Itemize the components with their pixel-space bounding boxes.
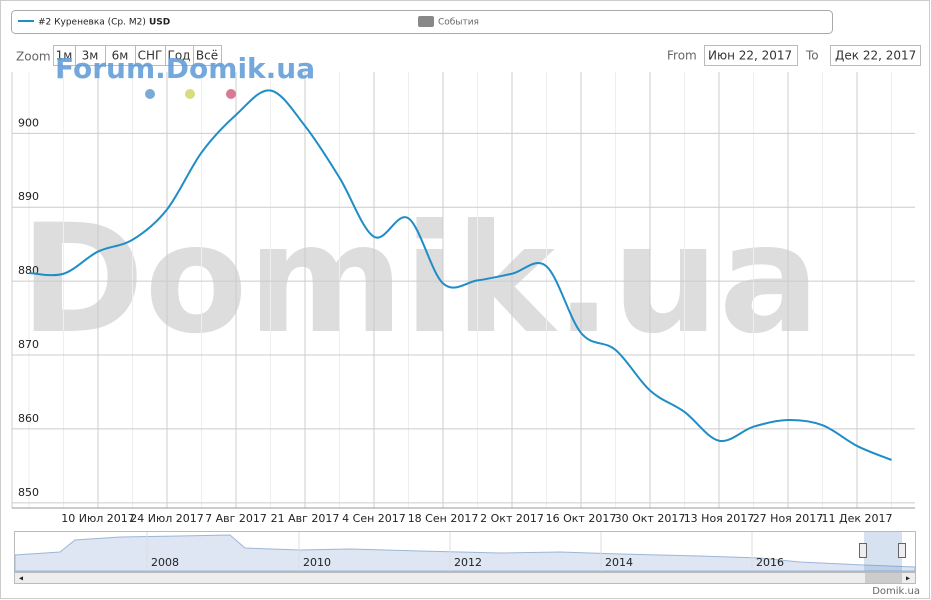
scroll-left[interactable]: ◂ [19,574,23,583]
y-tick-label: 900 [18,116,39,129]
zoom-button-label[interactable]: Всё [196,49,218,63]
scroll-right[interactable]: ▸ [906,574,910,583]
x-tick-label: 30 Окт 2017 [615,512,686,525]
navigator-years: 2008 2010 2012 2014 2016 [146,532,784,571]
to-label: To [805,49,819,63]
navigator-year: 2008 [151,556,179,569]
forum-watermark: Forum.Domik.ua [55,52,315,85]
x-tick-label: 18 Сен 2017 [408,512,479,525]
zoom-label: Zoom [16,50,51,64]
navigator-series [14,534,916,572]
to-input[interactable] [830,45,921,66]
zoom-button[interactable] [193,45,222,66]
x-tick-label: 10 Июл 2017 [61,512,135,525]
navigator-handle[interactable] [898,543,906,558]
to-value[interactable]: Дек 22, 2017 [835,49,916,63]
x-tick-label: 13 Ноя 2017 [684,512,755,525]
zoom-button-label[interactable]: 1м [56,49,73,63]
scrollbar-thumb[interactable] [865,573,902,583]
dot [226,89,236,99]
navigator-year: 2016 [756,556,784,569]
y-tick-label: 850 [18,486,39,499]
x-tick-label: 2 Окт 2017 [480,512,544,525]
x-tick-label: 27 Ноя 2017 [753,512,824,525]
navigator-selection[interactable] [864,532,902,571]
navigator-year: 2014 [605,556,633,569]
dot [185,89,195,99]
from-value[interactable]: Июн 22, 2017 [708,49,792,63]
legend-events[interactable]: События [438,18,479,28]
zoom-button-label[interactable]: Год [168,49,191,63]
legend-unit: USD [149,18,170,28]
x-tick-label: 7 Авг 2017 [205,512,267,525]
y-tick-label: 870 [18,338,39,351]
y-tick-label: 880 [18,264,39,277]
events-swatch [418,16,434,27]
navigator-year: 2012 [454,556,482,569]
y-tick-label: 890 [18,190,39,203]
zoom-button-label[interactable]: 6м [112,49,129,63]
navigator-year: 2010 [303,556,331,569]
x-tick-label: 24 Июл 2017 [130,512,204,525]
watermark: Domik.ua [20,193,820,367]
x-tick-label: 16 Окт 2017 [546,512,617,525]
zoom-button-label[interactable]: 3м [82,49,99,63]
navigator-handle[interactable] [859,543,867,558]
x-tick-label: 4 Сен 2017 [342,512,406,525]
x-tick-label: 21 Авг 2017 [271,512,340,525]
x-tick-label: 11 Дек 2017 [822,512,893,525]
series-line [28,89,892,461]
legend-label[interactable]: #2 Куреневка (Ср. М2) [38,18,146,28]
y-tick-label: 860 [18,412,39,425]
zoom-button-label[interactable]: СНГ [138,49,163,63]
zoom-buttons: 1м 3м 6м СНГ Год Всё [53,45,222,66]
from-input[interactable] [704,45,798,66]
scrollbar[interactable] [14,572,916,584]
credit[interactable]: Domik.ua [872,586,920,597]
from-label: From [667,49,697,63]
dot [145,89,155,99]
